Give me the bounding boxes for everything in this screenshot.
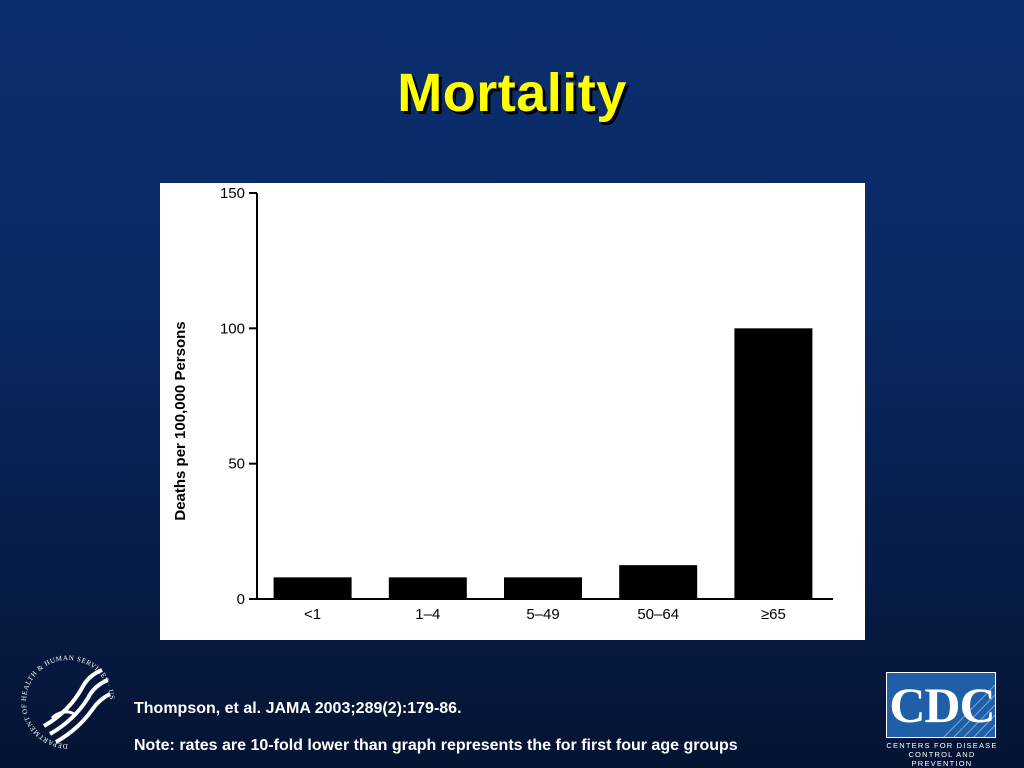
y-tick-label: 0: [237, 591, 245, 608]
bar-chart: 0 50 100 150 <1 1–4 5–49 50–64 ≥65 Deaths per 1…: [172, 185, 833, 623]
y-tick-label: 50: [228, 456, 245, 473]
x-tick-label: 1–4: [415, 606, 440, 623]
bar-3: [619, 565, 698, 599]
cdc-subtitle-line-1: Centers for Disease: [886, 741, 998, 750]
cdc-logo-text: CDC: [889, 677, 995, 733]
x-axis: <1 1–4 5–49 50–64 ≥65: [257, 598, 833, 623]
bars: [273, 328, 813, 599]
bar-0: [273, 577, 352, 599]
slide-title: Mortality: [397, 63, 627, 123]
bar-2: [504, 577, 582, 599]
x-tick-label: <1: [304, 606, 321, 623]
y-tick-label: 100: [220, 320, 245, 337]
cdc-subtitle-line-2: Control and Prevention: [908, 750, 976, 768]
x-tick-label: ≥65: [761, 606, 786, 623]
chart-panel: 0 50 100 150 <1 1–4 5–49 50–64 ≥65 Deaths per 1…: [160, 183, 865, 640]
cdc-logo-icon: CDC: [886, 672, 996, 738]
hhs-logo: DEPARTMENT OF HEALTH & HUMAN SERVICES · …: [12, 648, 115, 750]
y-axis: 0 50 100 150: [220, 185, 258, 608]
cdc-stripes-icon: [943, 684, 995, 737]
x-tick-label: 5–49: [526, 606, 559, 623]
y-axis-label: Deaths per 100,000 Persons: [172, 321, 189, 520]
x-tick-label: 50–64: [637, 606, 679, 623]
y-tick-label: 150: [220, 185, 245, 202]
hhs-eagle-seal-icon: DEPARTMENT OF HEALTH & HUMAN SERVICES · …: [12, 648, 115, 750]
citation-text: Thompson, et al. JAMA 2003;289(2):179-86…: [134, 700, 462, 717]
note-text: Note: rates are 10-fold lower than graph…: [134, 737, 738, 754]
bar-4: [734, 328, 813, 599]
cdc-logo: CDC Centers for Disease Control and Prev…: [886, 672, 998, 768]
bar-1: [388, 577, 467, 599]
cdc-logo-subtitle: Centers for Disease Control and Preventi…: [886, 741, 998, 768]
